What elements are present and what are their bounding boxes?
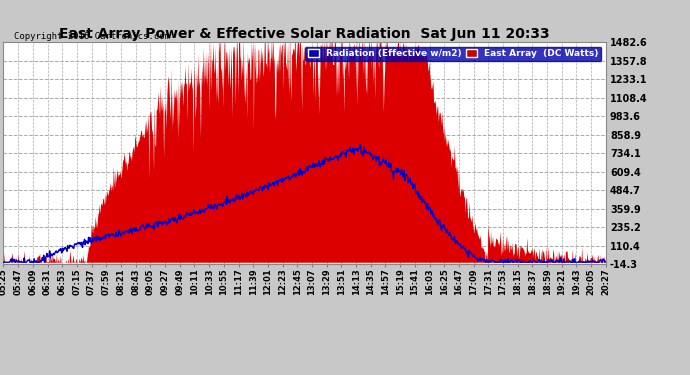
Text: Copyright 2016 Cartronics.com: Copyright 2016 Cartronics.com xyxy=(14,32,170,41)
Title: East Array Power & Effective Solar Radiation  Sat Jun 11 20:33: East Array Power & Effective Solar Radia… xyxy=(59,27,550,41)
Legend: Radiation (Effective w/m2), East Array  (DC Watts): Radiation (Effective w/m2), East Array (… xyxy=(305,46,601,61)
